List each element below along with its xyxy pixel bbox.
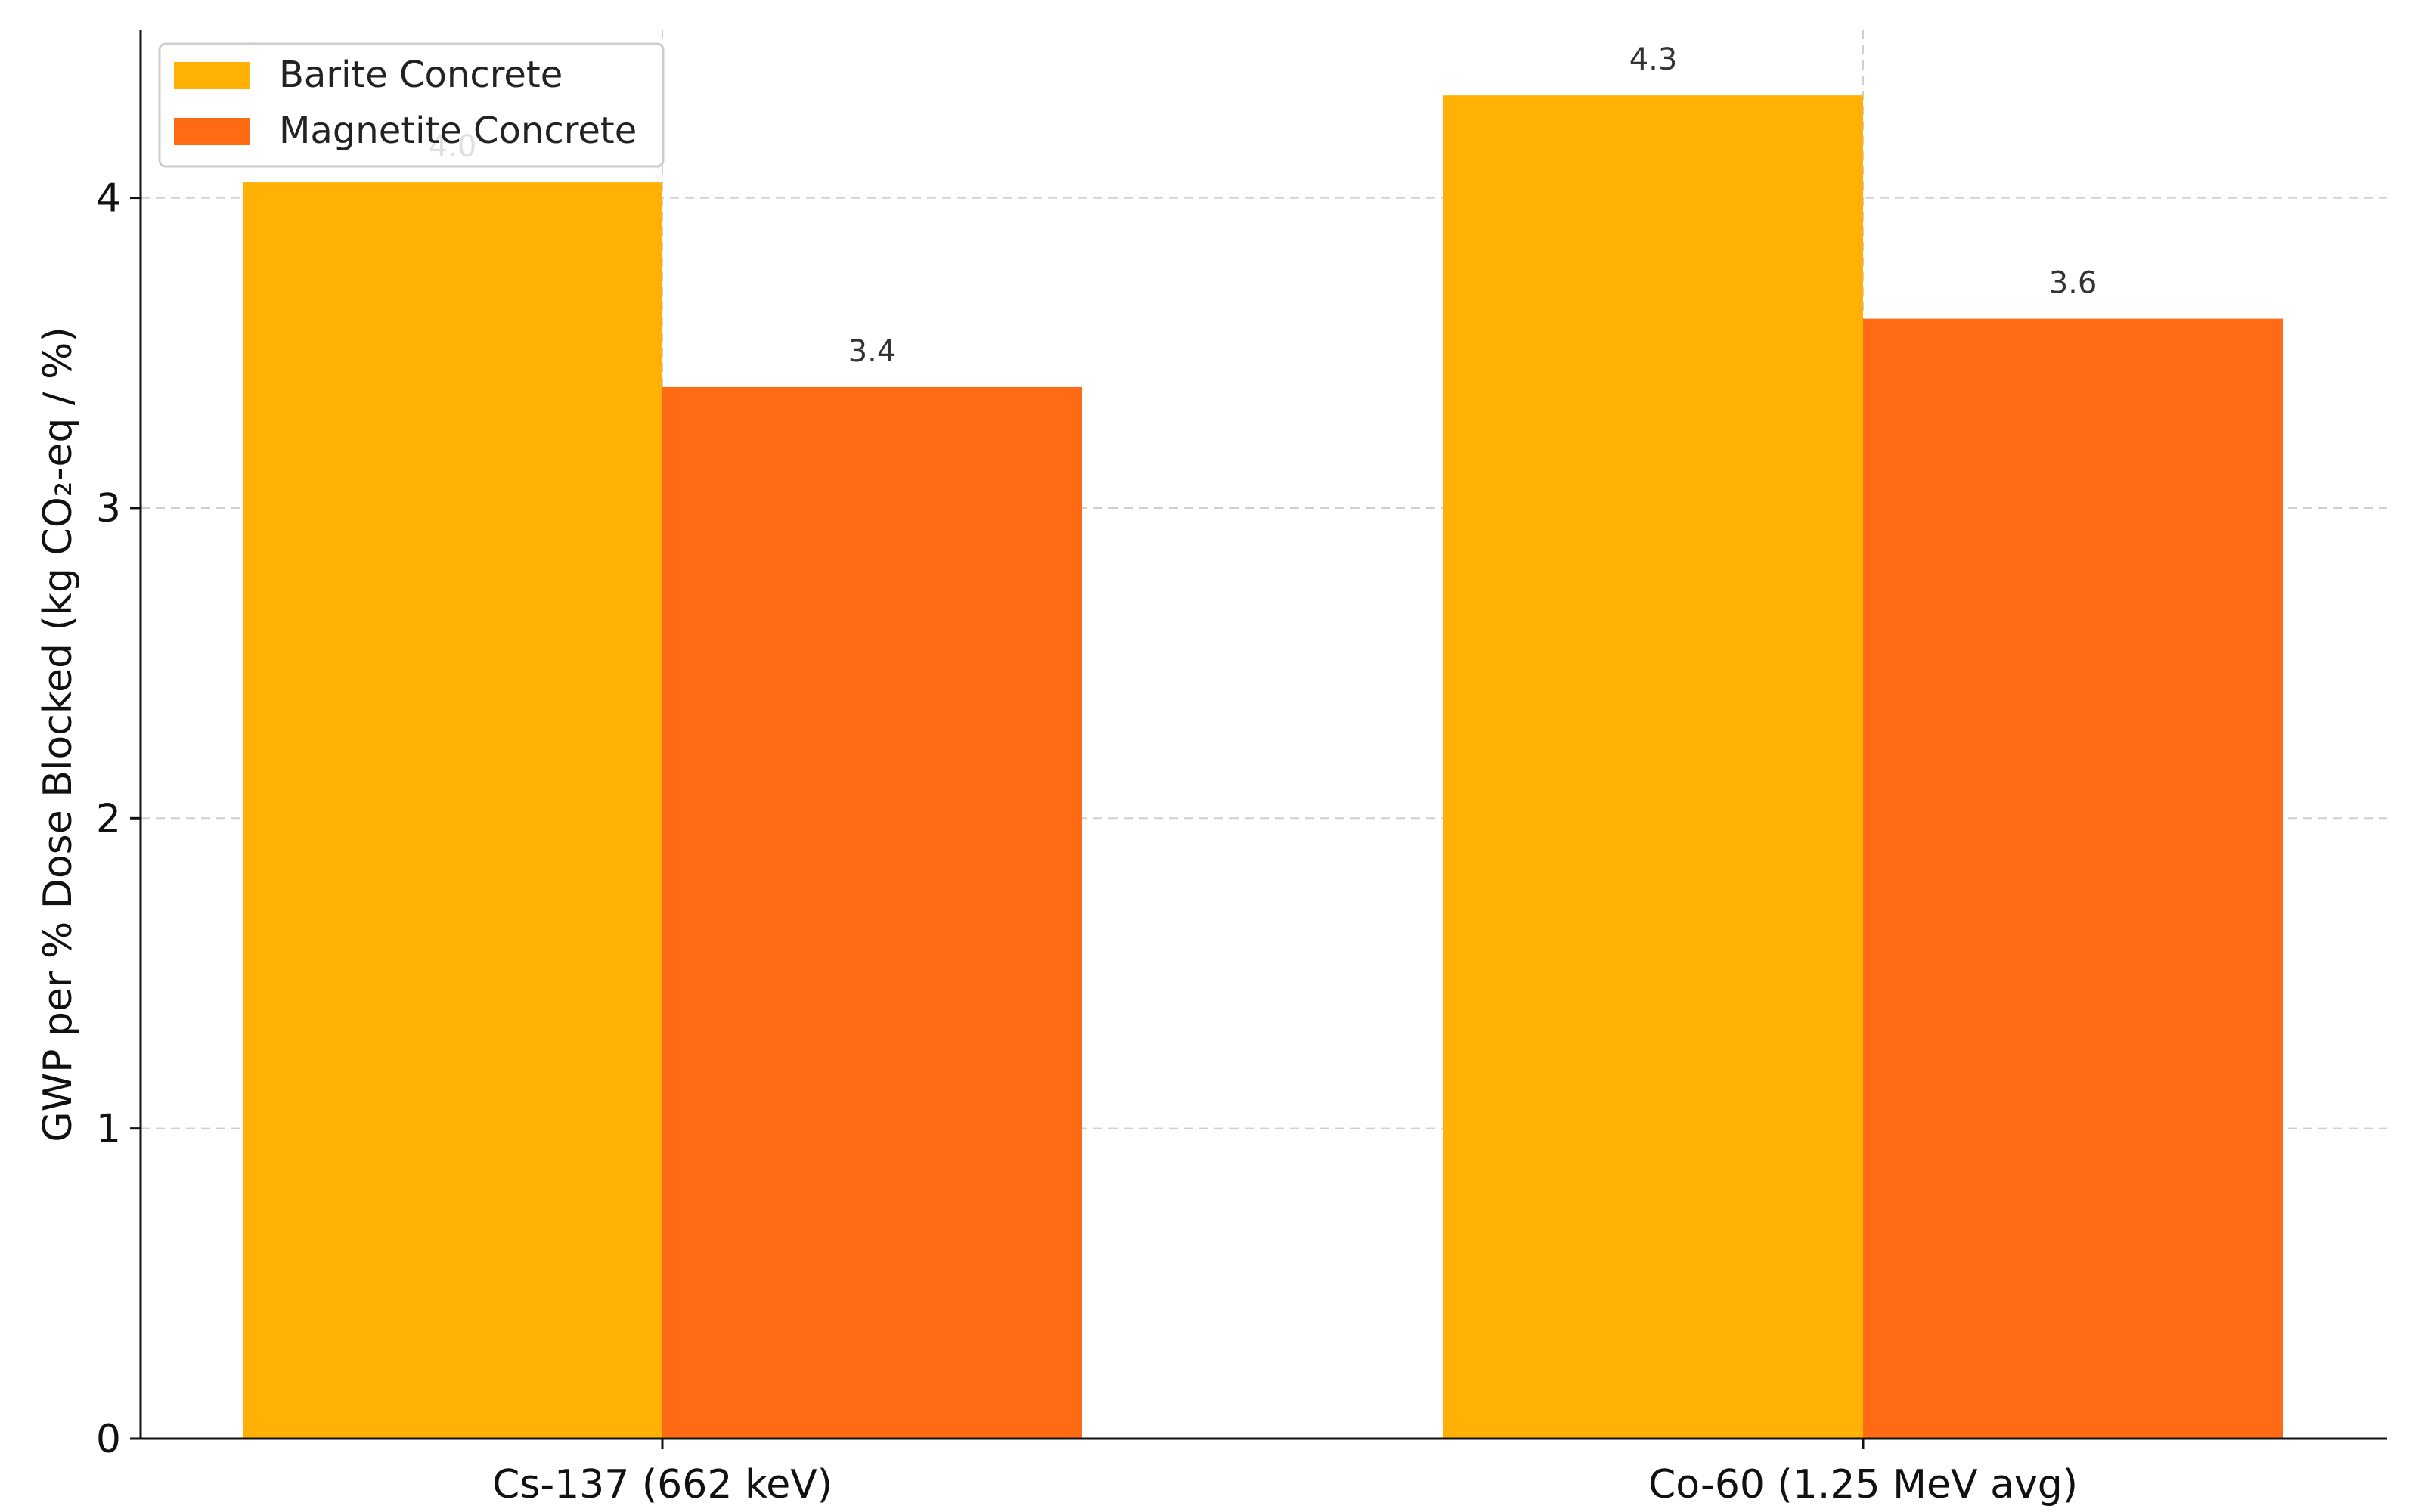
- legend-label: Barite Concrete: [279, 54, 563, 96]
- legend-label: Magnetite Concrete: [279, 110, 637, 152]
- legend: Barite Concrete Magnetite Concrete: [158, 42, 665, 168]
- legend-frame: [158, 42, 665, 168]
- y-tick-label: 0: [96, 1417, 121, 1462]
- bar-value-label: 4.3: [1629, 42, 1678, 77]
- bar: [662, 386, 1082, 1439]
- x-tick-label: Co-60 (1.25 MeV avg): [1648, 1462, 2078, 1507]
- legend-swatch: [174, 62, 250, 89]
- bar: [1863, 318, 2283, 1439]
- y-tick-label: 3: [96, 486, 121, 531]
- y-tick-label: 1: [96, 1107, 121, 1152]
- y-axis-label: GWP per % Dose Blocked (kg CO₂-eq / %): [36, 327, 81, 1142]
- y-tick-label: 2: [96, 796, 121, 841]
- bar: [243, 182, 662, 1439]
- bar-value-label: 3.6: [2049, 266, 2097, 301]
- y-tick-label: 4: [96, 176, 121, 222]
- axes: [130, 30, 2387, 1449]
- bar-value-label: 3.4: [848, 334, 897, 369]
- tick-labels: 0 1 2 3 4 Cs-137 (662 keV) Co-60 (1.25 MeV avg…: [96, 176, 2078, 1507]
- x-tick-label: Cs-137 (662 keV): [492, 1462, 832, 1507]
- bars: [243, 95, 2283, 1439]
- legend-swatch: [174, 118, 250, 145]
- bar: [1443, 95, 1863, 1439]
